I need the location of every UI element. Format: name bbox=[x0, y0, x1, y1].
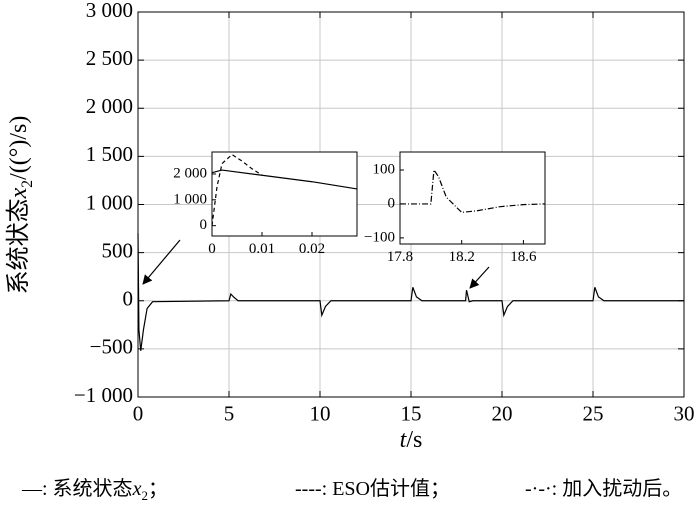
y-axis-label-part: 系统状态 bbox=[5, 198, 32, 294]
y-tick-label: 0 bbox=[200, 217, 208, 233]
x-tick-label: 17.8 bbox=[387, 249, 413, 265]
y-tick-label: 1 500 bbox=[86, 142, 133, 166]
x-tick-label: 0.01 bbox=[249, 241, 275, 257]
y-tick-label: 1 000 bbox=[86, 190, 133, 214]
x-tick-label: 0 bbox=[133, 402, 144, 426]
plot-frame bbox=[137, 11, 685, 398]
y-axis-label-part: /((°)/s) bbox=[6, 116, 32, 180]
x-tick-label: 30 bbox=[674, 402, 695, 426]
y-tick-label: 1 000 bbox=[173, 191, 207, 207]
x-tick-label: 18.6 bbox=[510, 249, 537, 265]
y-tick-label: 2 500 bbox=[86, 46, 133, 70]
y-tick-label: 2 000 bbox=[86, 94, 133, 118]
x-tick-label: 15 bbox=[401, 402, 422, 426]
x-tick-label: 0.02 bbox=[299, 241, 325, 257]
legend-entry: -·-·: 加入扰动后。 bbox=[525, 477, 682, 500]
series-line bbox=[400, 168, 546, 214]
x-axis-label-part: t bbox=[400, 427, 408, 453]
y-axis-label-part: 2 bbox=[19, 180, 36, 188]
y-tick-label: 100 bbox=[373, 161, 396, 177]
x-axis-label: t/s bbox=[400, 427, 423, 453]
y-axis-label: 系统状态x2/((°)/s) bbox=[5, 116, 37, 295]
legend-entry: —: 系统状态x2； bbox=[21, 477, 168, 504]
plot-frame bbox=[211, 151, 358, 237]
legend-entry-part: —: 系统状态 bbox=[21, 477, 133, 500]
plot-frame bbox=[399, 151, 546, 245]
legend-entry-part: x bbox=[132, 478, 142, 500]
x-tick-label: 10 bbox=[310, 402, 331, 426]
legend-entry: ----: ESO估计值； bbox=[295, 477, 450, 500]
x-tick-label: 0 bbox=[208, 241, 216, 257]
series-line bbox=[211, 153, 263, 226]
legend-entry-part: -·-·: 加入扰动后。 bbox=[525, 477, 682, 500]
legend-entry-part: 2 bbox=[141, 488, 148, 503]
x-tick-label: 18.2 bbox=[449, 249, 475, 265]
y-tick-label: −500 bbox=[90, 335, 133, 359]
series-line bbox=[137, 233, 684, 351]
y-axis-label-part: x bbox=[6, 187, 32, 199]
legend-entry-part: ----: ESO估计值； bbox=[295, 477, 450, 500]
plot-area bbox=[212, 152, 357, 236]
x-axis-label-part: /s bbox=[406, 427, 422, 453]
y-tick-label: −1 000 bbox=[74, 383, 133, 407]
y-tick-label: 3 000 bbox=[86, 0, 133, 22]
y-tick-label: 500 bbox=[102, 238, 134, 262]
y-tick-label: 0 bbox=[123, 287, 134, 311]
y-tick-label: −100 bbox=[364, 229, 395, 245]
x-tick-label: 20 bbox=[492, 402, 513, 426]
x-tick-label: 5 bbox=[224, 402, 235, 426]
arrow bbox=[469, 266, 490, 289]
arrow bbox=[142, 239, 181, 285]
legend-entry-part: ； bbox=[148, 478, 168, 500]
plot-area bbox=[400, 152, 545, 244]
x-tick-label: 25 bbox=[583, 402, 604, 426]
y-tick-label: 2 000 bbox=[173, 165, 207, 181]
y-tick-label: 0 bbox=[388, 195, 396, 211]
